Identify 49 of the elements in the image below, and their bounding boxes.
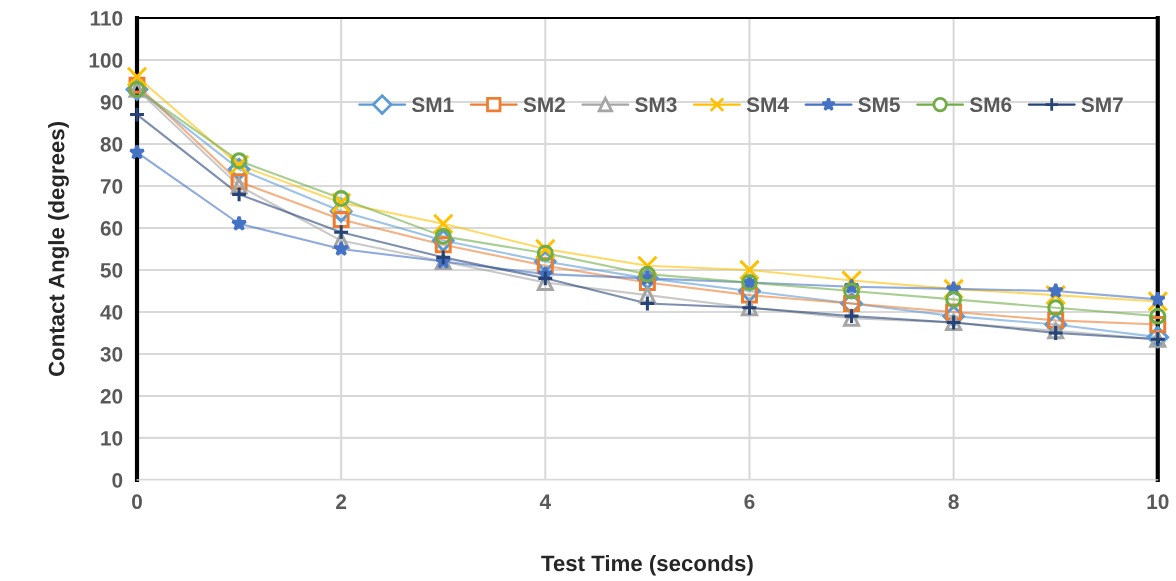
y-tick-label: 50 <box>100 262 123 278</box>
point <box>332 190 350 208</box>
x-tick-label: 0 <box>132 494 142 510</box>
point <box>126 66 148 88</box>
x-tick-label: 2 <box>336 494 347 509</box>
y-tick-label: 30 <box>100 346 123 362</box>
point <box>945 290 963 308</box>
y-tick-label: 90 <box>100 94 123 110</box>
x-axis-title: Test Time (seconds) <box>541 554 753 576</box>
y-tick-label: 40 <box>100 304 123 320</box>
legend-label: SM2 <box>523 97 565 113</box>
point <box>128 143 146 160</box>
point <box>434 248 452 266</box>
y-tick-label: 0 <box>112 472 123 488</box>
point <box>332 223 350 241</box>
point <box>230 177 248 195</box>
y-tick-label: 70 <box>100 178 123 194</box>
x-tick-label: 10 <box>1147 494 1169 510</box>
legend-label: SM5 <box>858 97 900 113</box>
point <box>1045 284 1067 306</box>
point <box>1149 307 1167 325</box>
x-tick-label: 6 <box>744 494 755 510</box>
legend-label: SM4 <box>746 97 789 113</box>
point <box>230 215 248 231</box>
point <box>1047 282 1064 299</box>
y-tick-label: 80 <box>100 136 123 152</box>
point <box>1147 290 1169 313</box>
point <box>333 240 350 257</box>
point <box>843 282 861 300</box>
point <box>1047 299 1065 317</box>
x-tick-label: 4 <box>539 494 551 509</box>
point <box>128 106 146 124</box>
legend-label: SM7 <box>1081 97 1123 113</box>
point <box>1149 290 1166 307</box>
y-tick-label: 20 <box>100 388 123 404</box>
y-tick-label: 60 <box>100 220 123 236</box>
point <box>738 259 761 281</box>
x-tick-label: 8 <box>948 494 959 510</box>
legend-label: SM3 <box>635 97 677 113</box>
point <box>230 185 248 203</box>
point <box>432 213 454 235</box>
y-tick-label: 100 <box>89 53 123 68</box>
y-axis-title: Contact Angle (degrees) <box>48 122 69 377</box>
point <box>536 269 554 287</box>
point <box>638 295 656 313</box>
y-tick-label: 10 <box>101 430 123 446</box>
legend-label: SM6 <box>969 97 1012 113</box>
legend-label: SM1 <box>411 97 454 113</box>
y-tick-label: 110 <box>90 11 123 26</box>
